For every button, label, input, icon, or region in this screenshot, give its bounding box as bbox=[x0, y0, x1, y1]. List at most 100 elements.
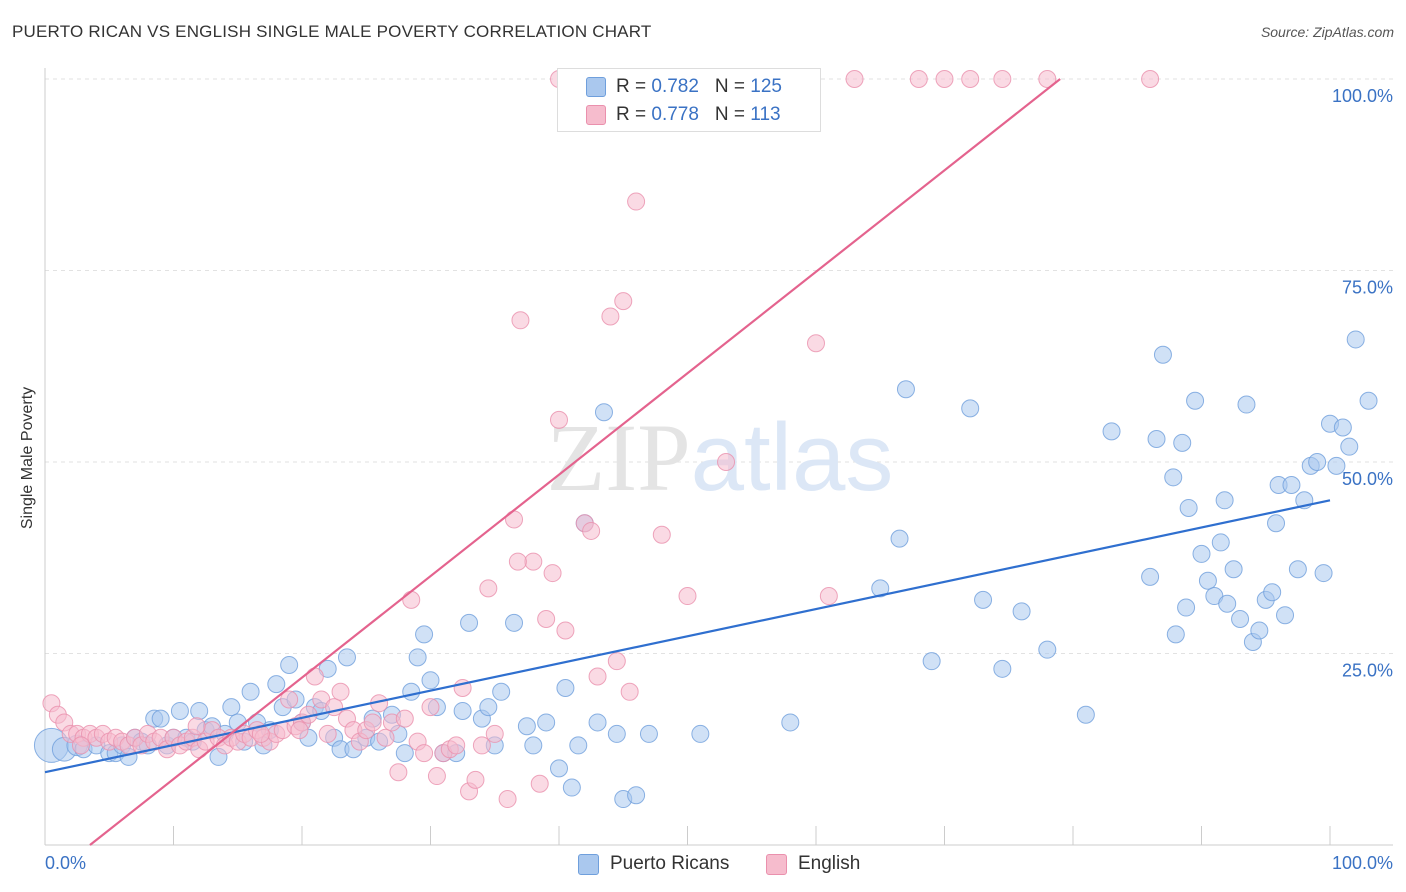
point-english bbox=[318, 724, 337, 743]
point-puerto-ricans bbox=[562, 778, 581, 797]
legend-row-english: R = 0.778 N = 113 bbox=[616, 104, 781, 126]
y-tick-label: 100.0% bbox=[1332, 86, 1393, 106]
legend-n-label: N = bbox=[714, 76, 751, 97]
point-english bbox=[652, 525, 671, 544]
point-english bbox=[402, 590, 421, 609]
point-english bbox=[376, 728, 395, 747]
point-puerto-ricans bbox=[524, 736, 543, 755]
point-puerto-ricans bbox=[1218, 594, 1237, 613]
point-puerto-ricans bbox=[556, 678, 575, 697]
point-puerto-ricans bbox=[607, 724, 626, 743]
point-puerto-ricans bbox=[569, 736, 588, 755]
point-english bbox=[466, 770, 485, 789]
point-english bbox=[511, 311, 530, 330]
trend-lines bbox=[44, 78, 1331, 846]
correlation-legend: R = 0.782 N = 125 R = 0.778 N = 113 bbox=[557, 68, 821, 132]
point-puerto-ricans bbox=[1288, 560, 1307, 579]
point-puerto-ricans bbox=[479, 698, 498, 717]
point-puerto-ricans bbox=[190, 701, 209, 720]
point-puerto-ricans bbox=[1038, 640, 1057, 659]
watermark-zip: ZIP bbox=[547, 404, 691, 511]
point-puerto-ricans bbox=[1346, 330, 1365, 349]
point-puerto-ricans bbox=[639, 724, 658, 743]
point-english bbox=[614, 292, 633, 311]
point-puerto-ricans bbox=[691, 724, 710, 743]
point-english bbox=[935, 70, 954, 88]
point-puerto-ricans bbox=[151, 709, 170, 728]
point-puerto-ricans bbox=[1186, 391, 1205, 410]
point-english bbox=[421, 698, 440, 717]
point-puerto-ricans bbox=[1237, 395, 1256, 414]
point-english bbox=[363, 713, 382, 732]
y-tick-label: 25.0% bbox=[1342, 661, 1393, 681]
point-english bbox=[543, 564, 562, 583]
point-english bbox=[187, 717, 206, 736]
point-english bbox=[331, 682, 350, 701]
point-puerto-ricans bbox=[1177, 598, 1196, 617]
point-english bbox=[845, 70, 864, 88]
point-puerto-ricans bbox=[781, 713, 800, 732]
point-puerto-ricans bbox=[1340, 437, 1359, 456]
point-english bbox=[280, 690, 299, 709]
point-puerto-ricans bbox=[1076, 705, 1095, 724]
grid-lines bbox=[45, 78, 1393, 654]
series-swatch-english bbox=[766, 854, 787, 875]
series-legend-puerto-ricans[interactable]: Puerto Ricans bbox=[578, 852, 748, 876]
point-english bbox=[550, 410, 568, 429]
point-english bbox=[819, 587, 838, 606]
point-english bbox=[961, 70, 980, 88]
x-tick-label: 100.0% bbox=[1332, 853, 1393, 873]
point-english bbox=[627, 192, 646, 211]
point-english bbox=[290, 721, 309, 740]
point-puerto-ricans bbox=[402, 682, 421, 701]
point-puerto-ricans bbox=[222, 698, 241, 717]
point-puerto-ricans bbox=[1141, 567, 1160, 586]
point-english bbox=[1038, 70, 1057, 88]
point-puerto-ricans bbox=[588, 713, 607, 732]
point-puerto-ricans bbox=[517, 717, 536, 736]
point-puerto-ricans bbox=[1166, 625, 1185, 644]
series-legend-english[interactable]: English bbox=[766, 852, 876, 876]
point-english bbox=[530, 774, 549, 793]
series-legend: Puerto Ricans English bbox=[0, 852, 1406, 878]
point-english bbox=[415, 744, 434, 763]
point-english bbox=[427, 767, 446, 786]
point-puerto-ricans bbox=[1333, 418, 1352, 437]
point-puerto-ricans bbox=[408, 648, 427, 667]
point-puerto-ricans bbox=[1276, 606, 1295, 625]
x-tick-label: 0.0% bbox=[45, 853, 86, 873]
point-puerto-ricans bbox=[415, 625, 434, 644]
legend-swatch-puerto-ricans bbox=[586, 77, 606, 97]
point-puerto-ricans bbox=[1314, 564, 1333, 583]
point-english bbox=[389, 763, 408, 782]
point-puerto-ricans bbox=[1192, 544, 1211, 563]
chart-source: Source: ZipAtlas.com bbox=[1260, 24, 1394, 40]
point-puerto-ricans bbox=[550, 759, 568, 778]
point-english bbox=[305, 667, 324, 686]
legend-n-label: N = bbox=[714, 104, 751, 125]
point-english bbox=[807, 334, 825, 353]
point-english bbox=[993, 70, 1012, 88]
point-puerto-ricans bbox=[627, 786, 646, 805]
point-english bbox=[678, 587, 697, 606]
point-puerto-ricans bbox=[395, 744, 414, 763]
point-puerto-ricans bbox=[1267, 514, 1286, 533]
point-puerto-ricans bbox=[871, 579, 890, 598]
legend-n-value: 113 bbox=[750, 104, 781, 125]
point-puerto-ricans bbox=[1173, 433, 1192, 452]
legend-n-value: 125 bbox=[750, 76, 782, 97]
point-puerto-ricans bbox=[1211, 533, 1230, 552]
series-swatch-puerto-ricans bbox=[578, 854, 599, 875]
y-tick-label: 75.0% bbox=[1342, 278, 1393, 298]
point-english bbox=[620, 682, 639, 701]
legend-r-value: 0.778 bbox=[651, 104, 699, 125]
point-puerto-ricans bbox=[993, 659, 1012, 678]
point-english bbox=[479, 579, 498, 598]
point-puerto-ricans bbox=[1282, 475, 1301, 494]
point-english bbox=[582, 521, 601, 540]
point-puerto-ricans bbox=[1198, 571, 1217, 590]
watermark: ZIPatlas bbox=[547, 404, 894, 511]
point-puerto-ricans bbox=[896, 380, 915, 399]
point-english bbox=[447, 736, 466, 755]
